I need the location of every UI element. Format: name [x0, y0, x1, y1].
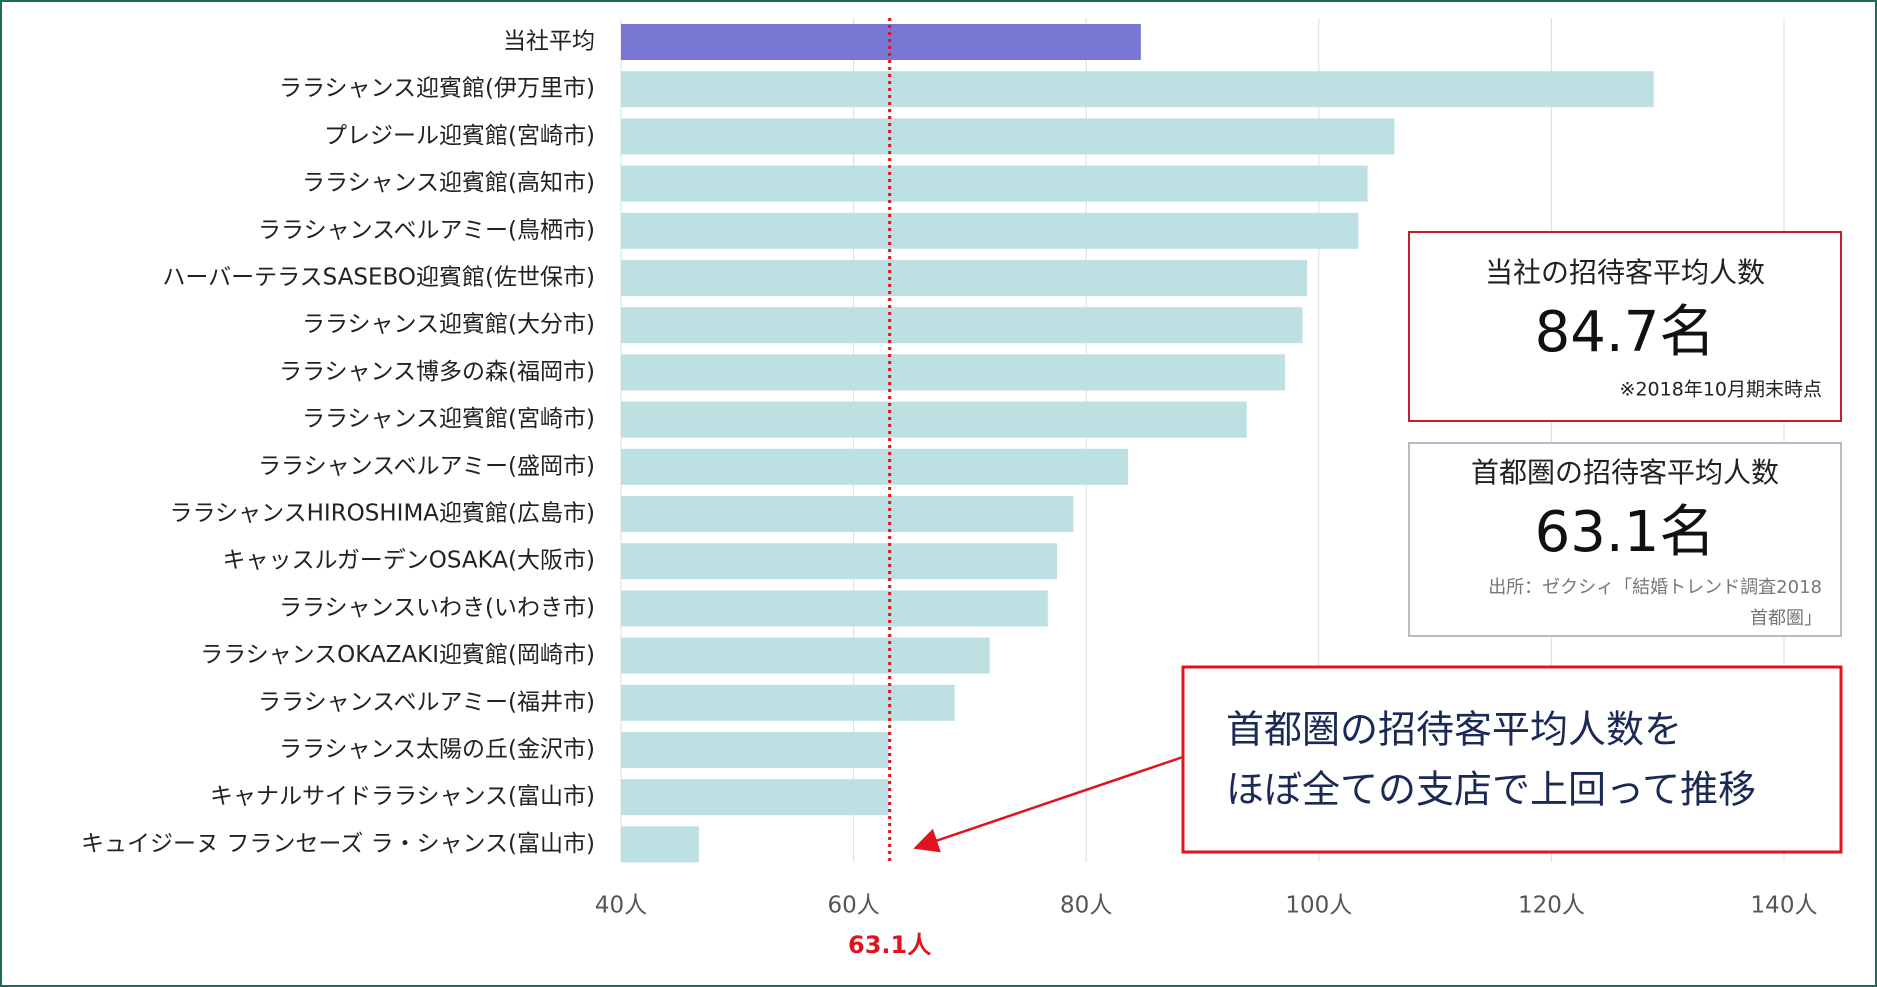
- callout-text: ほぼ全ての支店で上回って推移: [1226, 768, 1756, 812]
- bar: [621, 401, 1247, 438]
- category-label: ララシャンスベルアミー(福井市): [258, 689, 595, 715]
- x-tick-label: 60人: [827, 893, 879, 919]
- category-label: ララシャンス迎賓館(伊万里市): [279, 76, 595, 102]
- callout-box: [1181, 665, 1843, 854]
- category-label: ララシャンスHIROSHIMA迎賓館(広島市): [170, 501, 595, 527]
- box-value: 84.7名: [1535, 300, 1716, 365]
- box-source: 首都圏」: [1750, 608, 1822, 629]
- bar: [621, 496, 1074, 532]
- bar: [621, 118, 1395, 155]
- bar: [621, 71, 1654, 108]
- reference-label: 63.1人: [848, 931, 931, 959]
- x-tick-label: 40人: [595, 893, 647, 919]
- category-label: ララシャンス迎賓館(宮崎市): [302, 406, 595, 432]
- category-label: キャッスルガーデンOSAKA(大阪市): [222, 548, 595, 574]
- bar: [621, 354, 1286, 391]
- box-title: 首都圏の招待客平均人数: [1471, 456, 1779, 489]
- category-label: ハーバーテラスSASEBO迎賓館(佐世保市): [162, 265, 595, 291]
- bar: [621, 448, 1129, 485]
- category-label: ララシャンス迎賓館(高知市): [302, 170, 595, 196]
- bar: [621, 543, 1058, 580]
- category-label: 当社平均: [503, 29, 595, 55]
- category-label: ララシャンスベルアミー(盛岡市): [258, 453, 595, 479]
- bar: [621, 590, 1048, 627]
- box-note: ※2018年10月期末時点: [1620, 379, 1822, 401]
- box-title: 当社の招待客平均人数: [1485, 256, 1765, 289]
- category-label: ララシャンス迎賓館(大分市): [302, 312, 595, 338]
- category-label: ララシャンス博多の森(福岡市): [279, 359, 595, 385]
- bar: [621, 307, 1303, 344]
- x-tick-label: 100人: [1285, 893, 1352, 919]
- callout-arrow: [913, 755, 1184, 853]
- x-tick-label: 120人: [1518, 893, 1585, 919]
- capital-box: [1408, 442, 1842, 637]
- category-label: ララシャンス太陽の丘(金沢市): [279, 737, 595, 763]
- bar: [621, 165, 1368, 202]
- callout-text: 首都圏の招待客平均人数を: [1226, 708, 1682, 752]
- category-label: プレジール迎賓館(宮崎市): [324, 123, 595, 149]
- bar: [621, 637, 990, 674]
- bar: [621, 684, 955, 721]
- bar: [621, 732, 889, 768]
- bar: [621, 24, 1141, 60]
- company-box: [1408, 231, 1842, 422]
- bar: [621, 826, 699, 863]
- box-value: 63.1名: [1535, 500, 1716, 565]
- bar: [621, 779, 889, 816]
- category-label: キュイジーヌ フランセーズ ラ・シャンス(富山市): [81, 831, 595, 857]
- category-label: キャナルサイドララシャンス(富山市): [210, 784, 595, 810]
- bar: [621, 260, 1308, 296]
- bar: [621, 212, 1359, 249]
- x-tick-label: 140人: [1751, 893, 1818, 919]
- x-tick-label: 80人: [1060, 893, 1112, 919]
- category-label: ララシャンスいわき(いわき市): [279, 595, 595, 621]
- category-label: ララシャンスベルアミー(鳥栖市): [258, 217, 595, 243]
- category-label: ララシャンスOKAZAKI迎賓館(岡崎市): [200, 642, 595, 668]
- box-source: 出所：ゼクシィ「結婚トレンド調査2018: [1488, 577, 1822, 598]
